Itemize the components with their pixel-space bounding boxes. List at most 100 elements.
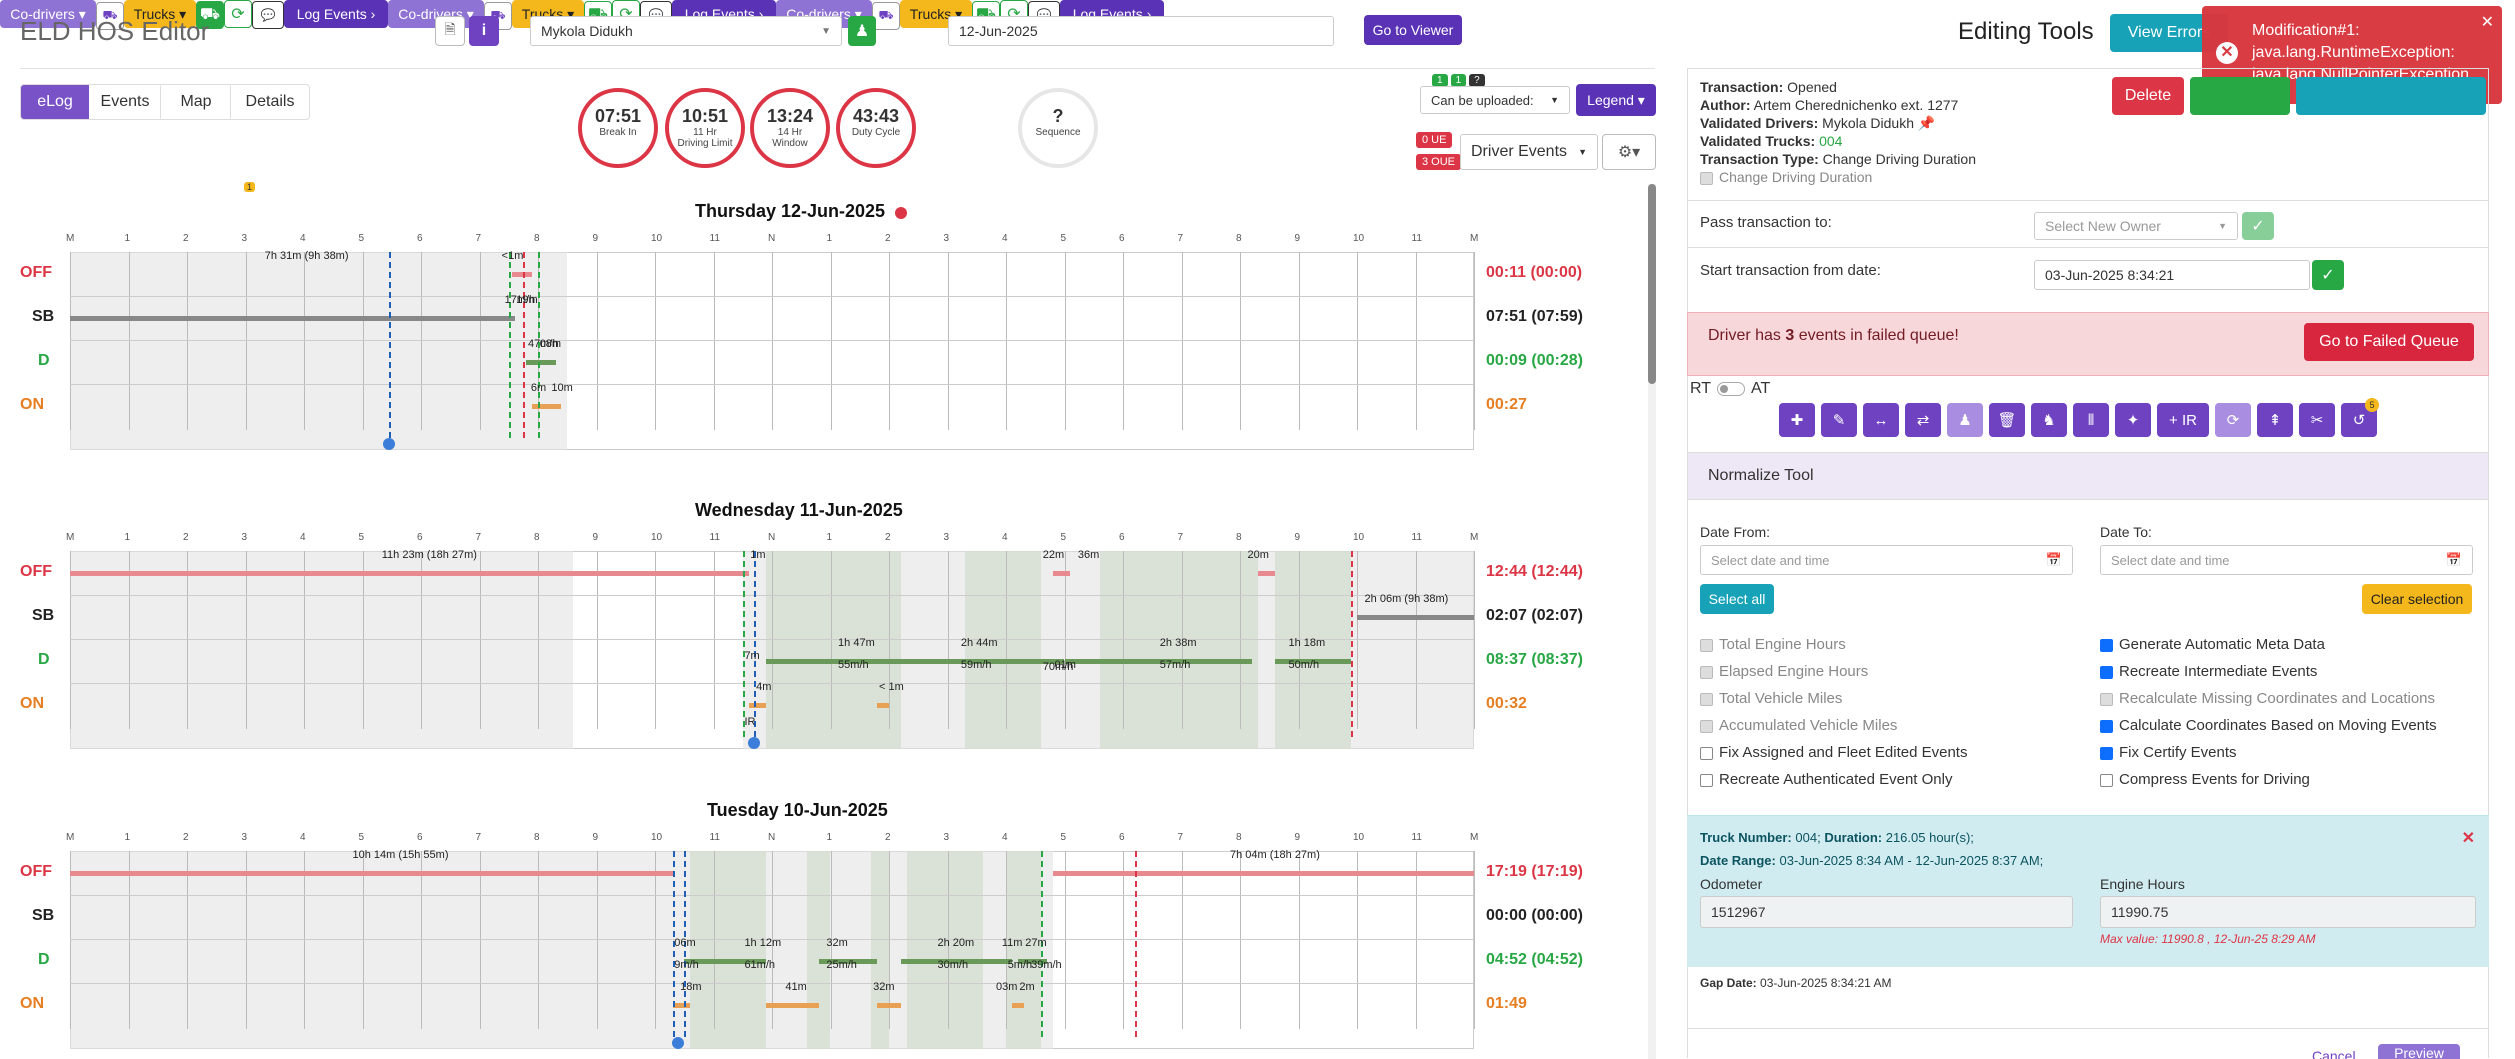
option-checkbox[interactable]: Elapsed Engine Hours — [1700, 663, 1868, 680]
upload-select[interactable]: Can be uploaded: ▼ — [1420, 86, 1570, 114]
info-icon[interactable]: i — [469, 16, 499, 46]
trucks-button[interactable]: Trucks ▾ — [900, 0, 972, 28]
edit-icon[interactable]: ✎ — [1821, 403, 1857, 437]
user-icon[interactable]: ♟ — [848, 16, 876, 46]
duty-segment[interactable] — [766, 659, 1065, 664]
option-checkbox[interactable]: Calculate Coordinates Based on Moving Ev… — [2100, 717, 2437, 734]
event-marker[interactable] — [523, 252, 526, 438]
sync-icon[interactable]: ⟳ — [2215, 403, 2251, 437]
scrollbar-thumb[interactable] — [1648, 184, 1656, 384]
duty-segment[interactable] — [532, 404, 562, 409]
duty-segment[interactable] — [684, 959, 767, 964]
columns-icon[interactable]: ⦀ — [2073, 403, 2109, 437]
comment-icon[interactable]: 💬 — [252, 1, 284, 29]
checkbox[interactable] — [2100, 773, 2113, 787]
co-drivers-button[interactable]: Co-drivers ▾ — [0, 0, 96, 28]
truck-icon[interactable]: ⛟ — [872, 2, 900, 30]
duty-segment[interactable] — [1052, 871, 1474, 876]
driver-events-select[interactable]: Driver Events ▼ — [1460, 134, 1598, 170]
users-icon[interactable]: ♞ — [2031, 403, 2067, 437]
tab-events[interactable]: Events — [89, 85, 161, 119]
date-input[interactable]: 12-Jun-2025 — [948, 16, 1334, 46]
stretch-icon[interactable]: ↔ — [1863, 403, 1899, 437]
go-to-viewer-button[interactable]: Go to Viewer — [1364, 15, 1462, 45]
change-duration-checkbox[interactable] — [1700, 171, 1713, 185]
duty-segment[interactable] — [1052, 571, 1071, 576]
event-marker[interactable] — [388, 252, 391, 438]
event-marker[interactable] — [1351, 551, 1354, 737]
engine-hours-input[interactable]: 11990.75 — [2100, 896, 2476, 928]
certify-icon[interactable]: ⛟ — [196, 1, 224, 29]
option-checkbox[interactable]: Generate Automatic Meta Data — [2100, 636, 2325, 653]
option-checkbox[interactable]: Total Vehicle Miles — [1700, 690, 1842, 707]
duty-segment[interactable] — [748, 703, 767, 708]
close-icon[interactable]: ✕ — [2480, 14, 2494, 31]
checkbox[interactable] — [1700, 638, 1713, 652]
duty-segment[interactable] — [900, 959, 1012, 964]
location-pin-icon[interactable] — [382, 438, 395, 450]
option-checkbox[interactable]: Total Engine Hours — [1700, 636, 1846, 653]
clear-selection-button[interactable]: Clear selection — [2362, 584, 2472, 614]
event-marker[interactable] — [538, 252, 540, 438]
tab-map[interactable]: Map — [161, 85, 231, 119]
preview-button[interactable]: Preview — [2378, 1044, 2460, 1059]
duty-segment[interactable] — [766, 1003, 819, 1008]
date-from-input[interactable]: Select date and time 📅 — [1700, 545, 2073, 575]
plus-icon[interactable]: ✚ — [1779, 403, 1815, 437]
duty-segment[interactable] — [672, 1003, 691, 1008]
checkbox[interactable] — [2100, 692, 2113, 706]
commit-button[interactable] — [2190, 77, 2290, 115]
confirm-owner-button[interactable]: ✓ — [2242, 212, 2274, 240]
duty-segment[interactable] — [1011, 1003, 1024, 1008]
checkbox[interactable] — [1700, 773, 1713, 787]
document-icon[interactable]: 🗎 — [435, 16, 465, 46]
checkbox[interactable] — [1700, 746, 1713, 760]
checkbox[interactable] — [1700, 665, 1713, 679]
tab-elog[interactable]: eLog — [21, 85, 89, 119]
option-checkbox[interactable]: Recreate Intermediate Events — [2100, 663, 2317, 680]
log-events-button[interactable]: Log Events › — [284, 0, 388, 28]
checkbox[interactable] — [1700, 719, 1713, 733]
event-marker[interactable] — [672, 851, 675, 1037]
align-icon[interactable]: ⇞ — [2257, 403, 2293, 437]
event-marker[interactable] — [684, 851, 687, 1037]
duty-segment[interactable] — [526, 360, 556, 365]
user-icon[interactable]: ♟ — [1947, 403, 1983, 437]
cancel-button[interactable]: Cancel — [2312, 1048, 2356, 1059]
duty-segment[interactable] — [511, 272, 533, 277]
truck-icon[interactable]: ⛟ — [96, 2, 124, 30]
duty-segment[interactable] — [1257, 571, 1276, 576]
legend-button[interactable]: Legend ▾ — [1576, 84, 1656, 116]
duty-segment[interactable] — [70, 571, 749, 576]
driver-select[interactable]: Mykola Didukh ▼ — [530, 16, 842, 46]
duty-segment[interactable] — [1275, 659, 1352, 664]
event-marker[interactable] — [1041, 851, 1044, 1037]
event-marker[interactable] — [742, 551, 745, 737]
select-all-button[interactable]: Select all — [1700, 584, 1774, 614]
go-to-failed-queue-button[interactable]: Go to Failed Queue — [2304, 323, 2474, 361]
scissors-icon[interactable]: ✂ — [2299, 403, 2335, 437]
duty-segment[interactable] — [877, 703, 889, 708]
trucks-button[interactable]: Trucks ▾ — [124, 0, 196, 28]
confirm-date-button[interactable]: ✓ — [2312, 260, 2344, 290]
start-date-input[interactable]: 03-Jun-2025 8:34:21 — [2034, 260, 2310, 290]
option-checkbox[interactable]: Fix Assigned and Fleet Edited Events — [1700, 744, 1967, 761]
checkbox[interactable] — [2100, 665, 2113, 679]
checkbox[interactable] — [1700, 692, 1713, 706]
duty-segment[interactable] — [70, 316, 515, 321]
event-marker[interactable] — [754, 551, 757, 737]
odometer-input[interactable]: 1512967 — [1700, 896, 2073, 928]
checkbox[interactable] — [2100, 638, 2113, 652]
checkbox[interactable] — [2100, 746, 2113, 760]
duty-segment[interactable] — [1357, 615, 1474, 620]
option-checkbox[interactable]: Accumulated Vehicle Miles — [1700, 717, 1897, 734]
tab-details[interactable]: Details — [245, 93, 295, 110]
scrollbar-track[interactable] — [1648, 184, 1656, 1059]
option-checkbox[interactable]: Recalculate Missing Coordinates and Loca… — [2100, 690, 2435, 707]
duty-segment[interactable] — [1017, 959, 1047, 964]
undo-icon[interactable]: ↺ — [2341, 403, 2377, 437]
settings-dropdown-button[interactable]: ⚙▾ — [1602, 134, 1656, 170]
option-checkbox[interactable]: Compress Events for Driving — [2100, 771, 2310, 788]
option-checkbox[interactable]: Recreate Authenticated Event Only — [1700, 771, 1952, 788]
action-button[interactable] — [2296, 77, 2486, 115]
